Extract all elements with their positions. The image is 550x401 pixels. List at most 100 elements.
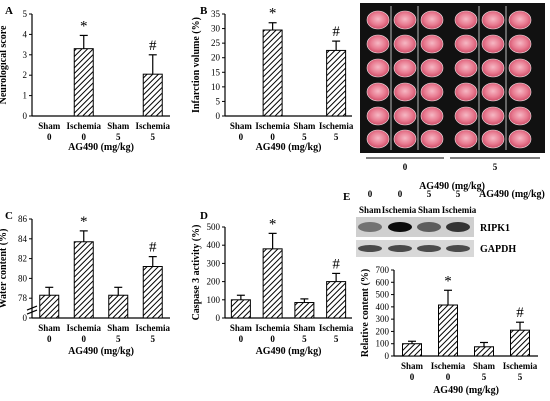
- category-label-a-1: Sham: [38, 121, 61, 131]
- significance-marker-b-4: #: [332, 24, 340, 40]
- brain-slice: [481, 129, 505, 149]
- brain-slice: [508, 106, 532, 126]
- x-axis-title-e: AG490 (mg/kg): [433, 385, 499, 396]
- y-tick-label-d: 300: [207, 258, 221, 268]
- brain-slice: [481, 58, 505, 78]
- x-axis-title-c: AG490 (mg/kg): [68, 346, 134, 357]
- blot-cat-3: Sham: [418, 205, 441, 215]
- brain-slice: [454, 34, 478, 54]
- y-tick-label-a: 3: [23, 50, 28, 60]
- y-tick-label-a: 4: [23, 29, 28, 39]
- bar-e-2: [438, 304, 458, 357]
- y-tick-label-b: 25: [211, 38, 221, 48]
- significance-marker-a-4: #: [149, 38, 157, 54]
- brain-group-label-0: 0: [403, 162, 408, 172]
- category-label-e-4: Ischemia: [503, 361, 538, 371]
- brain-slice: [508, 34, 532, 54]
- brain-slice: [420, 34, 444, 54]
- brain-slice: [508, 10, 532, 30]
- category-label-b-1: Sham: [230, 121, 253, 131]
- y-tick-label-a: 5: [23, 9, 28, 19]
- dose-label-e-1: 0: [410, 372, 415, 382]
- dose-label-c-2: 0: [82, 334, 87, 344]
- panel-label-a: A: [5, 5, 13, 17]
- category-label-d-3: Sham: [293, 323, 316, 333]
- significance-marker-a-2: *: [80, 18, 88, 34]
- y-tick-label-e: 0: [385, 351, 390, 361]
- brain-slice: [481, 10, 505, 30]
- category-label-c-3: Sham: [107, 323, 130, 333]
- bar-a-2: [73, 48, 94, 117]
- y-tick-label-e: 700: [376, 265, 390, 275]
- brain-slice: [481, 34, 505, 54]
- bar-e-1: [402, 343, 422, 357]
- y-tick-label-c: 78: [18, 293, 28, 303]
- category-label-d-4: Ischemia: [319, 323, 354, 333]
- category-label-a-4: Ischemia: [136, 121, 171, 131]
- brain-slice: [454, 10, 478, 30]
- brain-slice: [508, 58, 532, 78]
- dose-label-e-4: 5: [518, 372, 523, 382]
- category-label-b-4: Ischemia: [319, 121, 354, 131]
- y-tick-label-d: 0: [216, 313, 221, 323]
- brain-slice: [508, 82, 532, 102]
- y-tick-label-e: 100: [376, 339, 390, 349]
- category-label-e-3: Sham: [473, 361, 496, 371]
- brain-slice: [481, 82, 505, 102]
- x-axis-title-a: AG490 (mg/kg): [68, 142, 134, 153]
- bar-b-4: [326, 49, 347, 117]
- brain-slice: [420, 129, 444, 149]
- significance-marker-d-2: *: [269, 216, 277, 232]
- brain-slice: [393, 58, 417, 78]
- brain-slice: [420, 58, 444, 78]
- brain-slice: [393, 82, 417, 102]
- dose-label-d-3: 5: [302, 334, 307, 344]
- dose-label-b-3: 5: [302, 132, 307, 142]
- gapdh-label: GAPDH: [480, 244, 516, 255]
- y-tick-label-c: 82: [18, 254, 27, 264]
- significance-marker-c-4: #: [149, 240, 157, 256]
- blot-dose-3: 5: [427, 189, 432, 199]
- bar-e-4: [510, 329, 530, 357]
- bar-a-4: [142, 73, 163, 117]
- blot-dose-1: 0: [368, 189, 373, 199]
- dose-label-c-4: 5: [151, 334, 156, 344]
- blot-cat-1: Sham: [359, 205, 382, 215]
- ripk1-label: RIPK1: [480, 223, 510, 234]
- blot-dose-title: AG490 (mg/kg): [479, 189, 545, 200]
- brain-slice: [420, 82, 444, 102]
- y-tick-label-b: 10: [211, 82, 221, 92]
- significance-marker-e-4: #: [516, 305, 524, 321]
- dose-label-e-2: 0: [446, 372, 451, 382]
- category-label-c-4: Ischemia: [136, 323, 171, 333]
- y-axis-title-c: Water content (%): [0, 229, 9, 309]
- y-tick-label-b: 30: [211, 24, 221, 34]
- y-tick-label-e: 300: [376, 314, 390, 324]
- bar-c-2: [73, 241, 94, 319]
- y-tick-label-e: 500: [376, 290, 390, 300]
- y-tick-label-b: 5: [216, 96, 221, 106]
- panel-label-c: C: [5, 210, 13, 222]
- bar-c-1: [39, 294, 60, 319]
- dose-label-c-1: 0: [47, 334, 52, 344]
- y-axis-title-a: Neurological score: [0, 25, 9, 104]
- brain-slice: [393, 34, 417, 54]
- gapdh-band: [388, 245, 412, 252]
- y-tick-label-b: 15: [211, 67, 221, 77]
- dose-label-d-2: 0: [270, 334, 275, 344]
- brain-x-title: AG490 (mg/kg): [419, 181, 485, 192]
- gapdh-band: [417, 245, 441, 252]
- y-tick-label-b: 0: [216, 111, 221, 121]
- brain-slice: [366, 129, 390, 149]
- brain-slice: [393, 129, 417, 149]
- category-label-d-2: Ischemia: [255, 323, 290, 333]
- y-tick-label-e: 600: [376, 277, 390, 287]
- bar-d-4: [326, 281, 347, 319]
- dose-label-d-1: 0: [239, 334, 244, 344]
- dose-label-a-1: 0: [47, 132, 52, 142]
- brain-slice: [454, 82, 478, 102]
